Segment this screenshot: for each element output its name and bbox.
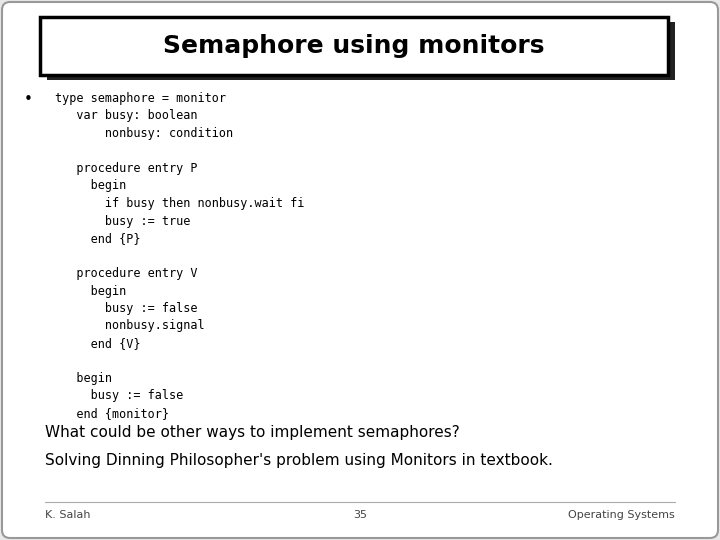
- FancyBboxPatch shape: [40, 17, 668, 75]
- FancyBboxPatch shape: [47, 22, 675, 80]
- Text: nonbusy.signal: nonbusy.signal: [55, 320, 204, 333]
- Text: busy := true: busy := true: [55, 214, 190, 227]
- Text: Semaphore using monitors: Semaphore using monitors: [163, 34, 545, 58]
- Text: if busy then nonbusy.wait fi: if busy then nonbusy.wait fi: [55, 197, 305, 210]
- Text: busy := false: busy := false: [55, 302, 197, 315]
- Text: end {monitor}: end {monitor}: [55, 407, 169, 420]
- Text: begin: begin: [55, 285, 126, 298]
- Text: Solving Dinning Philosopher's problem using Monitors in textbook.: Solving Dinning Philosopher's problem us…: [45, 453, 553, 468]
- Text: type semaphore = monitor: type semaphore = monitor: [55, 92, 226, 105]
- Text: •: •: [24, 92, 32, 107]
- Text: What could be other ways to implement semaphores?: What could be other ways to implement se…: [45, 425, 460, 440]
- Text: begin: begin: [55, 179, 126, 192]
- Text: 35: 35: [353, 510, 367, 520]
- Text: busy := false: busy := false: [55, 389, 184, 402]
- Text: nonbusy: condition: nonbusy: condition: [55, 127, 233, 140]
- Text: end {V}: end {V}: [55, 337, 140, 350]
- Text: begin: begin: [55, 372, 112, 385]
- Text: procedure entry V: procedure entry V: [55, 267, 197, 280]
- Text: Operating Systems: Operating Systems: [568, 510, 675, 520]
- Text: end {P}: end {P}: [55, 232, 140, 245]
- Text: procedure entry P: procedure entry P: [55, 162, 197, 175]
- Text: K. Salah: K. Salah: [45, 510, 91, 520]
- Text: var busy: boolean: var busy: boolean: [55, 110, 197, 123]
